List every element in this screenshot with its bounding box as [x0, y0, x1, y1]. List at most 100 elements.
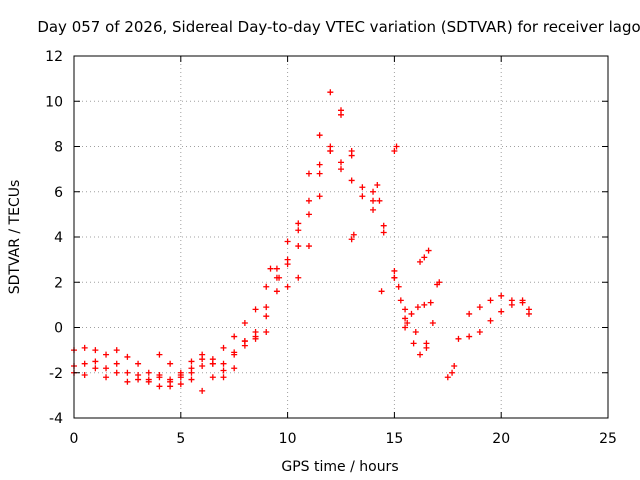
data-point — [359, 184, 366, 191]
data-point — [81, 372, 88, 379]
data-point — [370, 188, 377, 195]
data-point — [348, 152, 355, 159]
data-point — [350, 231, 357, 238]
data-point — [316, 161, 323, 168]
data-point — [525, 310, 532, 317]
data-point — [370, 206, 377, 213]
data-point — [391, 267, 398, 274]
data-point — [135, 360, 142, 367]
data-point — [199, 387, 206, 394]
x-tick-label: 10 — [279, 431, 297, 447]
data-point — [220, 344, 227, 351]
data-point — [404, 319, 411, 326]
data-point — [402, 306, 409, 313]
data-point — [167, 360, 174, 367]
data-point — [113, 369, 120, 376]
y-tick-label: 2 — [54, 275, 63, 291]
data-point — [92, 358, 99, 365]
data-point — [177, 381, 184, 388]
data-point — [103, 365, 110, 372]
data-point — [402, 324, 409, 331]
data-point — [476, 304, 483, 311]
data-point — [466, 333, 473, 340]
data-point — [263, 329, 270, 336]
y-tick-label: 8 — [54, 140, 63, 156]
data-point — [199, 362, 206, 369]
data-point — [434, 281, 441, 288]
data-point — [103, 374, 110, 381]
data-point — [476, 329, 483, 336]
y-tick-label: 12 — [45, 49, 63, 65]
data-point — [241, 319, 248, 326]
axis-ticks — [73, 55, 609, 419]
data-point — [305, 170, 312, 177]
data-point — [421, 301, 428, 308]
data-point — [81, 344, 88, 351]
data-point — [402, 315, 409, 322]
data-point — [393, 143, 400, 150]
data-point — [519, 299, 526, 306]
data-point — [113, 360, 120, 367]
data-point — [376, 197, 383, 204]
data-point — [338, 166, 344, 173]
data-point — [220, 374, 227, 381]
data-point — [231, 365, 238, 372]
data-point — [380, 222, 387, 229]
data-point — [167, 383, 174, 390]
y-tick-label: 4 — [54, 230, 63, 246]
data-point — [508, 297, 515, 304]
y-tick-label: 6 — [54, 185, 63, 201]
data-point — [188, 376, 195, 383]
data-point — [427, 299, 434, 306]
data-point — [395, 283, 402, 290]
data-point — [374, 181, 381, 188]
data-point — [449, 369, 456, 376]
data-point — [316, 132, 323, 139]
data-point — [455, 335, 462, 342]
data-point — [177, 369, 184, 376]
data-point — [124, 378, 131, 385]
data-point — [421, 254, 428, 261]
data-point — [188, 358, 195, 365]
data-point — [444, 374, 451, 381]
data-point — [220, 367, 227, 374]
data-point — [284, 238, 291, 245]
data-point — [466, 310, 473, 317]
data-point — [276, 274, 283, 281]
data-point — [295, 274, 302, 281]
data-point — [348, 236, 355, 243]
data-point — [263, 304, 270, 311]
data-point — [391, 274, 398, 281]
data-point — [156, 383, 163, 390]
data-point — [305, 197, 312, 204]
data-point — [92, 347, 99, 354]
data-point — [370, 197, 377, 204]
data-point — [199, 351, 206, 358]
data-point — [252, 333, 259, 340]
data-point — [391, 148, 398, 155]
data-point — [380, 229, 387, 236]
data-point — [338, 159, 344, 166]
x-tick-label: 20 — [492, 431, 510, 447]
data-point — [408, 310, 415, 317]
data-point — [487, 317, 494, 324]
data-point — [188, 365, 195, 372]
data-points — [71, 89, 532, 394]
data-point — [378, 288, 385, 295]
data-point — [167, 376, 174, 383]
data-point — [124, 353, 131, 360]
data-point — [359, 193, 366, 200]
x-tick-labels: 0 5 10 15 20 25 — [70, 431, 617, 447]
y-tick-labels: -4 -2 0 2 4 6 8 10 12 — [45, 49, 63, 427]
data-point — [284, 283, 291, 290]
data-point — [241, 338, 248, 345]
y-tick-label: 10 — [45, 94, 63, 110]
y-tick-label: 0 — [54, 321, 63, 337]
data-point — [145, 378, 152, 385]
data-point — [487, 297, 494, 304]
data-point — [209, 360, 216, 367]
chart-title: Day 057 of 2026, Sidereal Day-to-day VTE… — [37, 18, 640, 36]
data-point — [156, 351, 163, 358]
